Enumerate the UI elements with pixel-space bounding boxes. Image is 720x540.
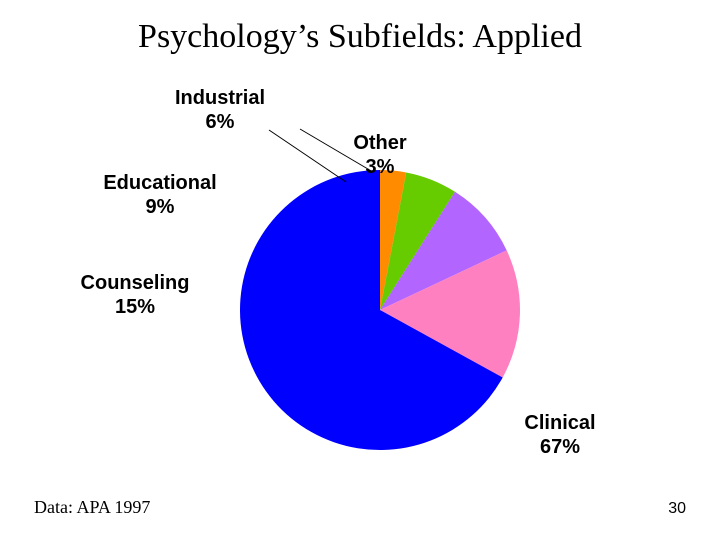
slice-label-name: Other bbox=[353, 131, 406, 155]
slice-label-name: Counseling bbox=[81, 271, 190, 295]
slice-label-percent: 67% bbox=[524, 435, 595, 459]
slice-label-counseling: Counseling15% bbox=[81, 271, 190, 319]
slice-label-percent: 9% bbox=[103, 195, 216, 219]
leader-line-industrial bbox=[269, 130, 346, 182]
slice-label-industrial: Industrial6% bbox=[175, 86, 265, 134]
slice-label-percent: 6% bbox=[175, 110, 265, 134]
slice-label-percent: 3% bbox=[353, 155, 406, 179]
slice-label-percent: 15% bbox=[81, 295, 190, 319]
slice-label-name: Clinical bbox=[524, 411, 595, 435]
slice-label-clinical: Clinical67% bbox=[524, 411, 595, 459]
slice-label-name: Educational bbox=[103, 171, 216, 195]
slice-label-educational: Educational9% bbox=[103, 171, 216, 219]
slice-label-other: Other3% bbox=[353, 131, 406, 179]
slice-label-name: Industrial bbox=[175, 86, 265, 110]
pie-chart: Other3% Industrial6% Educational9% Counseli… bbox=[0, 0, 720, 540]
pie-svg bbox=[0, 0, 720, 540]
data-source: Data: APA 1997 bbox=[34, 497, 150, 518]
slide-number: 30 bbox=[668, 500, 686, 518]
